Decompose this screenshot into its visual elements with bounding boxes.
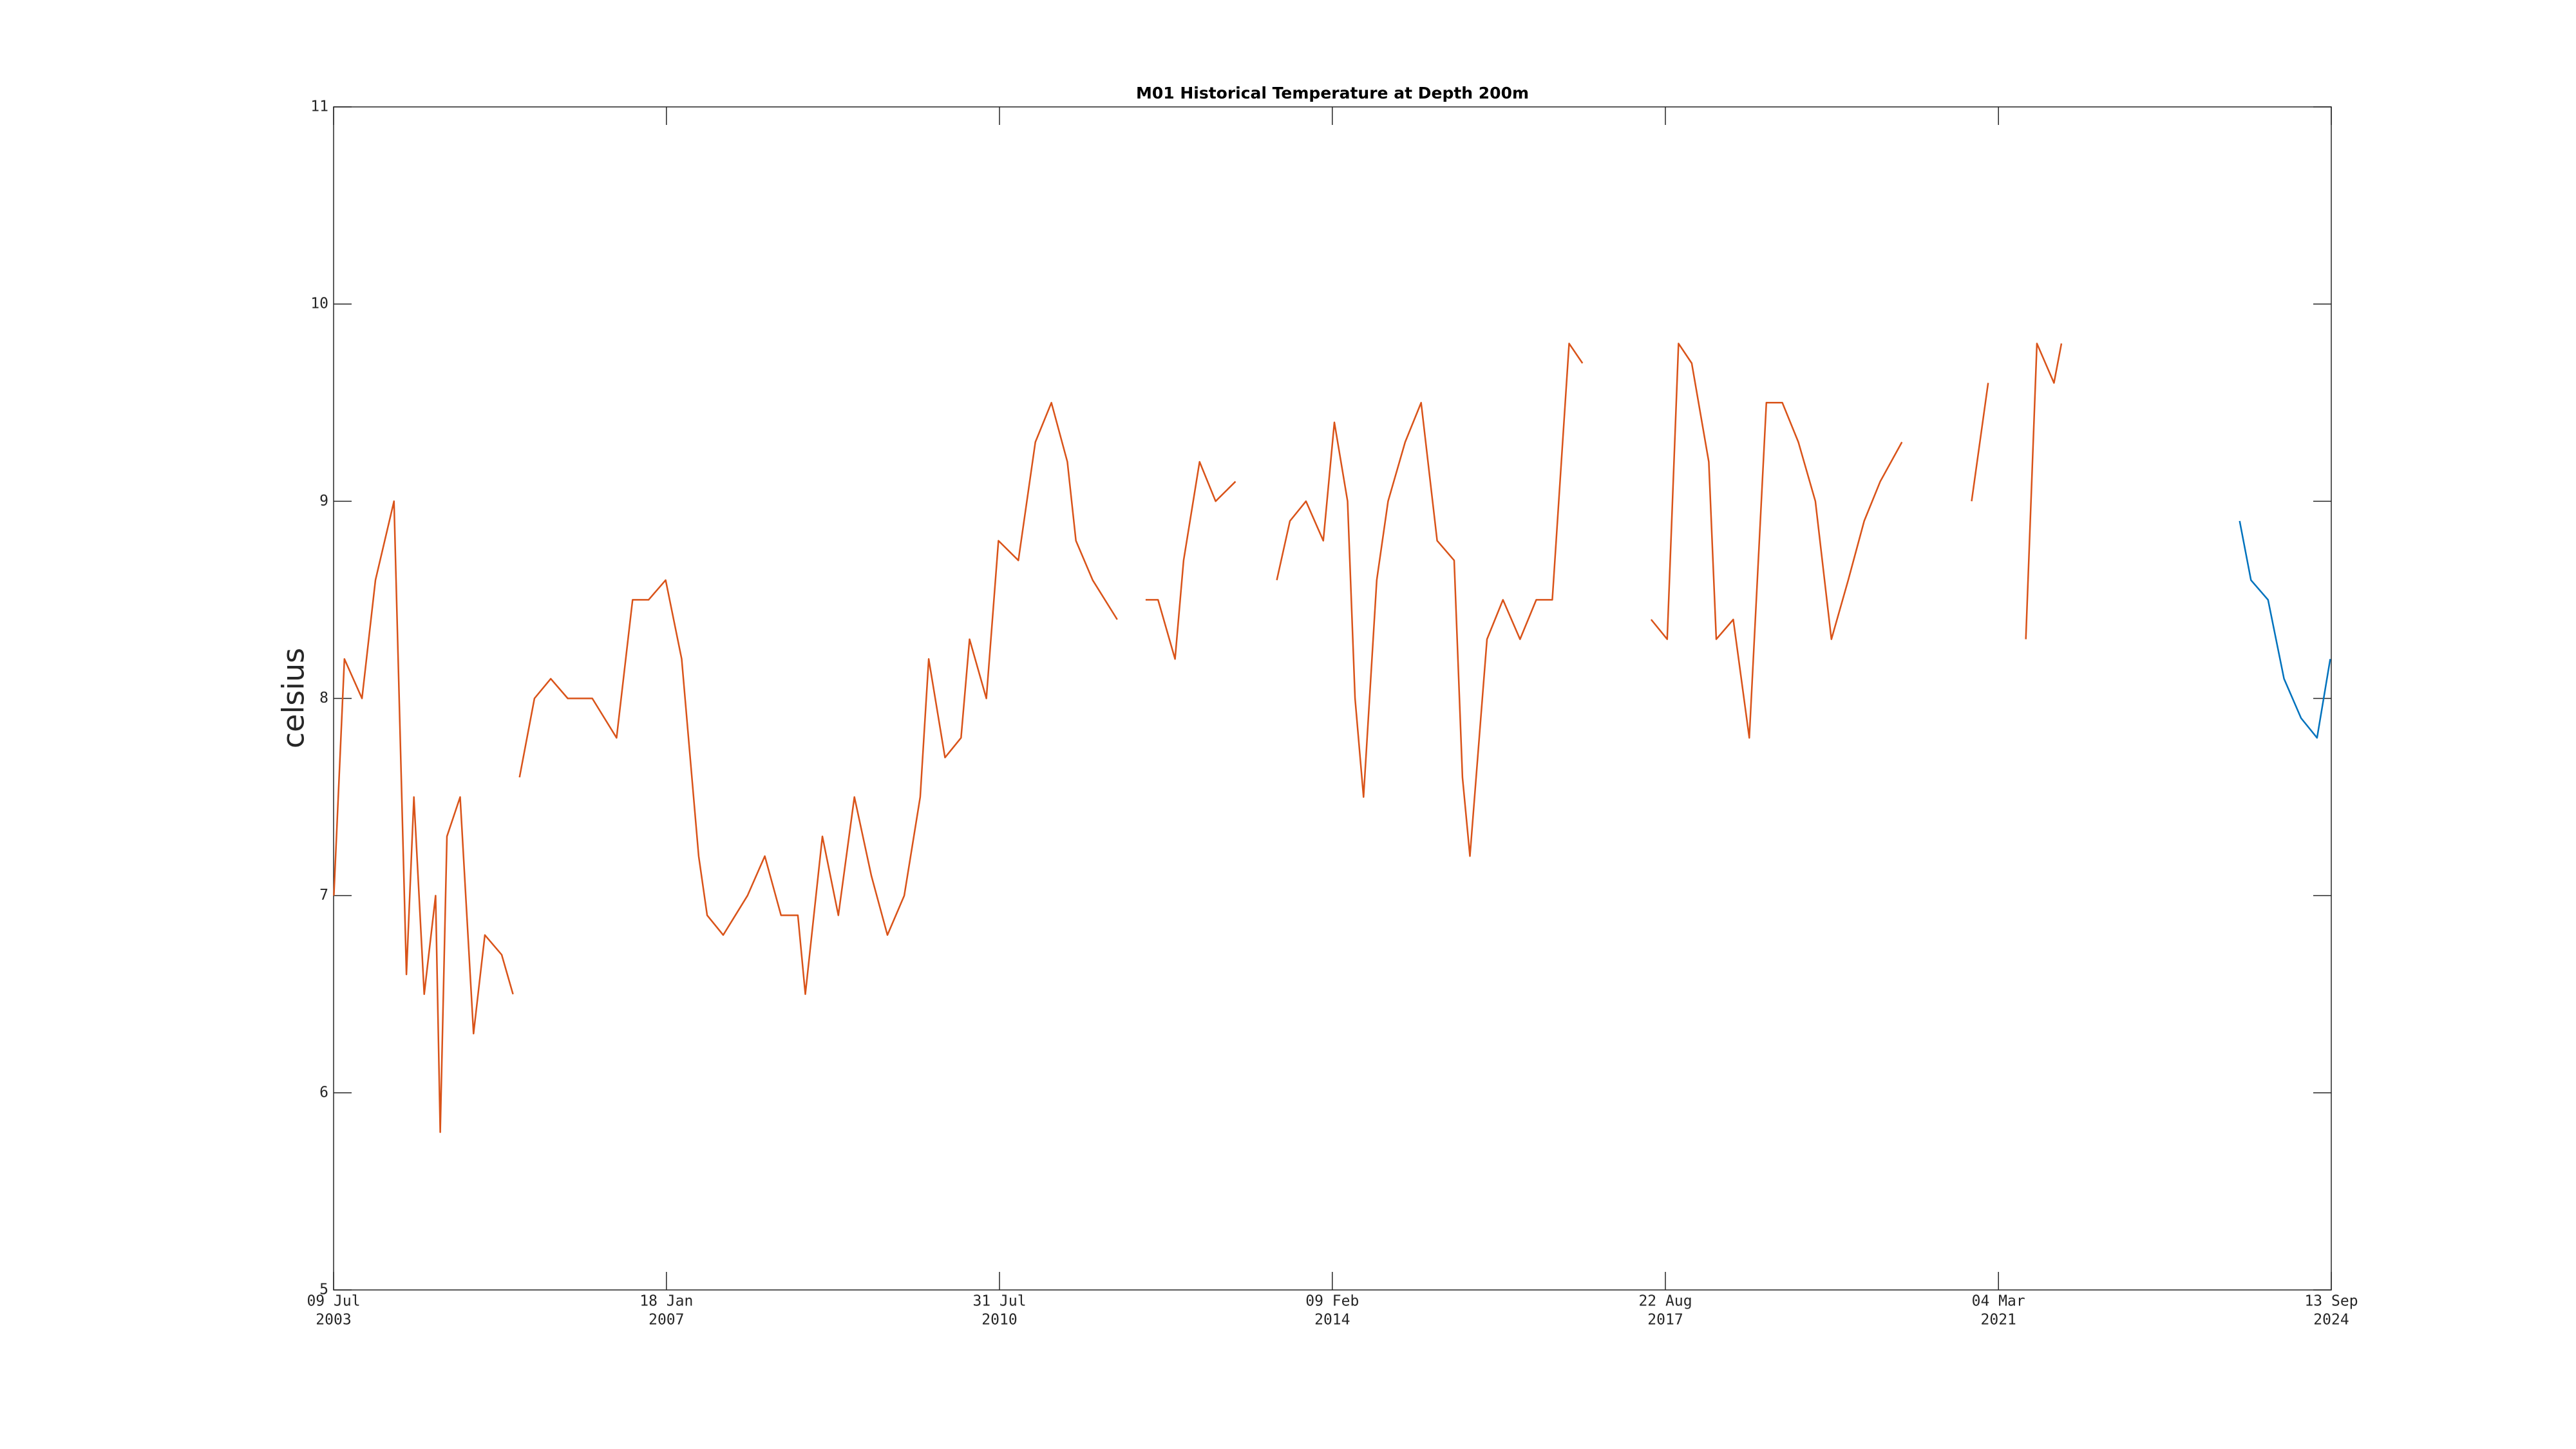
x-tick-label: 2017 <box>1647 1312 1683 1329</box>
x-tick-label: 2014 <box>1314 1312 1350 1329</box>
x-tick-label: 2010 <box>981 1312 1017 1329</box>
x-tick-label: 2007 <box>649 1312 684 1329</box>
y-tick-label: 5 <box>319 1282 328 1298</box>
x-tick-label: 04 Mar <box>1972 1293 2025 1310</box>
y-tick-label: 8 <box>319 690 328 706</box>
y-tick-label: 9 <box>319 493 328 509</box>
x-tick-label: 22 Aug <box>1638 1293 1692 1310</box>
x-tick-label: 2021 <box>1981 1312 2016 1329</box>
x-tick-label: 2024 <box>2313 1312 2349 1329</box>
y-tick-label: 6 <box>319 1084 328 1101</box>
y-axis-label: celsius <box>276 648 311 748</box>
data-line <box>333 343 2063 1133</box>
x-tick-label: 13 Sep <box>2304 1293 2358 1310</box>
x-tick-label: 09 Jul <box>307 1293 360 1310</box>
x-tick-label: 31 Jul <box>972 1293 1026 1310</box>
x-tick-label: 18 Jan <box>639 1293 693 1310</box>
y-tick-label: 11 <box>310 99 328 115</box>
y-tick-label: 10 <box>310 296 328 312</box>
y-tick-label: 7 <box>319 887 328 904</box>
x-tick-label: 09 Feb <box>1305 1293 1359 1310</box>
x-tick-label: 2003 <box>316 1312 351 1329</box>
data-line <box>2239 520 2331 739</box>
chart-title: M01 Historical Temperature at Depth 200m <box>1136 84 1529 102</box>
